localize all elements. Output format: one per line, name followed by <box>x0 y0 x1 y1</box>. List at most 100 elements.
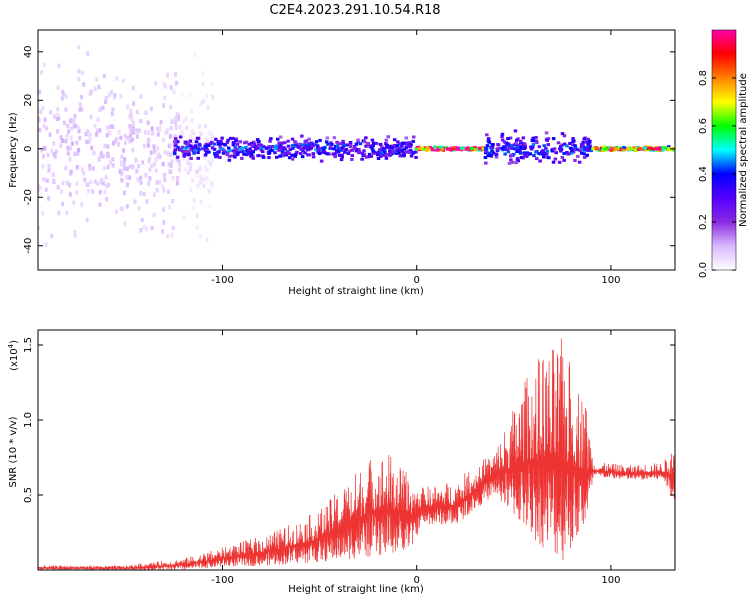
snr-series-trace <box>38 338 675 570</box>
svg-text:(x104): (x104) <box>7 340 20 371</box>
spectrogram-cell-0 <box>154 168 158 173</box>
spectrogram-cell-5 <box>621 147 626 151</box>
spectrogram-cell-4 <box>542 144 546 148</box>
spectrogram-cell-2 <box>316 146 320 149</box>
spectrogram-cell-4 <box>500 132 505 136</box>
spectrogram-cell-0 <box>68 183 72 188</box>
spectrogram-cell-2 <box>348 143 353 147</box>
spectrogram-cell-0 <box>46 152 50 158</box>
spectrogram-cell-2 <box>378 148 382 152</box>
spectrogram-cell-0 <box>171 175 175 181</box>
spectrogram-cell-2 <box>352 146 356 150</box>
spectrogram-cell-0 <box>161 184 165 189</box>
spectrogram-cell-0 <box>130 128 134 133</box>
spectrogram-cell-0 <box>170 119 174 124</box>
spectrogram-cell-2 <box>248 150 253 154</box>
spectrogram-cell-2 <box>286 139 290 143</box>
spectrogram-cell-4 <box>570 149 574 152</box>
spectrogram-cell-0 <box>162 137 166 143</box>
spectrogram-cell-1 <box>197 139 201 144</box>
spectrogram-cell-1 <box>190 128 194 134</box>
spectrogram-cell-0 <box>57 210 61 216</box>
spectrogram-cell-5 <box>661 148 665 152</box>
spectrogram-cell-2 <box>239 150 243 154</box>
spectrogram-cell-2 <box>364 144 368 148</box>
spectrogram-cell-2 <box>262 145 266 149</box>
spectrogram-cell-2 <box>409 150 414 154</box>
spectrogram-cell-1 <box>181 119 185 124</box>
spectrogram-cell-0 <box>55 149 58 154</box>
spectrogram-cell-4 <box>516 149 520 153</box>
spectrogram-cell-2 <box>279 135 283 139</box>
spectrogram-cell-0 <box>68 157 72 162</box>
spectrogram-cell-2 <box>396 140 400 144</box>
spectrogram-cell-2 <box>401 151 406 155</box>
spectrogram-cell-0 <box>128 124 132 129</box>
spectrogram-cell-0 <box>104 99 107 104</box>
spectrogram-cell-2 <box>186 149 190 153</box>
spectrogram-cell-0 <box>69 135 73 140</box>
spectrogram-cell-2 <box>389 145 394 149</box>
spectrogram-cell-3 <box>461 146 465 150</box>
snr-scale-prefix: (x10 <box>9 348 20 371</box>
spectrogram-cell-4 <box>502 145 506 149</box>
spectrogram-cell-5 <box>653 146 657 150</box>
spectrogram-cell-4 <box>546 137 551 141</box>
spectrogram-cell-0 <box>72 200 76 205</box>
spectrogram-cell-0 <box>117 130 121 135</box>
spectrogram-cell-4 <box>550 149 555 153</box>
spectrogram-cell-0 <box>149 150 153 155</box>
spectrogram-cell-4 <box>585 140 589 144</box>
spectrogram-cell-2 <box>204 151 209 155</box>
spectrogram-cell-0 <box>104 175 108 180</box>
spectrogram-cell-0 <box>42 62 46 67</box>
spectrogram-cell-0 <box>71 141 74 146</box>
spectrogram-cell-2 <box>386 145 391 149</box>
spectrogram-cell-2 <box>350 148 354 152</box>
colorbar: 0.0 0.2 0.4 0.6 0.8 Normalized spectral ampl… <box>698 29 749 278</box>
spectrogram-cell-2 <box>300 134 304 138</box>
spectrogram-cell-0 <box>64 138 68 144</box>
spectrogram-cell-2 <box>278 154 282 158</box>
spectrogram-cell-2 <box>183 147 187 151</box>
spectrogram-cell-0 <box>123 221 127 226</box>
spectrogram-cell-4 <box>560 143 564 147</box>
spectrogram-cell-0 <box>77 77 81 82</box>
spectrogram-cell-0 <box>110 111 114 117</box>
spectrogram-cell-0 <box>43 117 47 122</box>
spectrogram-cell-0 <box>131 118 135 123</box>
spectrogram-cell-5 <box>601 147 605 151</box>
spectrogram-cell-1 <box>204 165 207 170</box>
spectrogram-y-axis: -40 -20 0 20 40 <box>23 45 675 254</box>
spectrogram-cell-0 <box>109 124 112 129</box>
spectrogram-cell-0 <box>154 81 158 86</box>
spectrogram-cell-0 <box>82 82 86 87</box>
spectrogram-cell-0 <box>108 160 112 165</box>
spectrogram-cell-4 <box>534 150 538 154</box>
spectrogram-cell-2 <box>300 155 305 159</box>
spectrogram-cell-2 <box>182 150 187 153</box>
spectrogram-cell-2 <box>399 144 404 148</box>
spectrogram-cell-4 <box>490 143 495 147</box>
spectrogram-cell-0 <box>88 135 92 141</box>
spectrogram-cell-1 <box>195 213 199 218</box>
spectrogram-cell-0 <box>115 137 119 142</box>
spectrogram-cell-5 <box>630 146 634 150</box>
spectrogram-cell-0 <box>111 124 115 129</box>
snr-scale-close: ) <box>9 340 20 344</box>
spectrogram-cell-1 <box>190 118 194 123</box>
spectrogram-cell-0 <box>101 180 105 186</box>
spectrogram-cell-2 <box>339 148 343 152</box>
spectrogram-cell-0 <box>77 128 81 134</box>
spectrogram-cell-4 <box>528 152 533 156</box>
spectrogram-cell-2 <box>352 145 357 148</box>
spectrogram-cell-2 <box>240 156 244 160</box>
spectrogram-cell-4 <box>484 150 489 154</box>
spectrogram-cell-0 <box>152 162 156 167</box>
spectrogram-cell-1 <box>180 92 184 97</box>
spectrogram-cell-0 <box>65 210 69 215</box>
spectrogram-cell-1 <box>204 123 207 129</box>
spectrogram-cell-1 <box>192 205 196 210</box>
spectrogram-cell-1 <box>208 203 212 209</box>
spectrogram-cell-0 <box>44 242 48 247</box>
